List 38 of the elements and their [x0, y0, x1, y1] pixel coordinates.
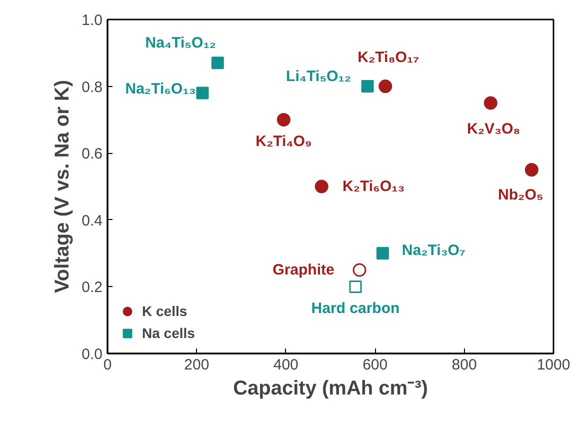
annotation: Graphite — [272, 262, 334, 278]
annotation: K₂Ti₆O₁₃ — [342, 178, 405, 195]
x-axis-title: Capacity (mAh cm⁻³) — [233, 378, 428, 400]
annotation: Li₄Ti₅O₁₂ — [286, 68, 351, 85]
y-tick-label: 0.2 — [82, 279, 103, 296]
annotation: Hard carbon — [311, 300, 400, 318]
point — [484, 96, 498, 110]
y-axis-title: Voltage (V vs. Na or K) — [52, 80, 74, 294]
x-tick-label: 1000 — [536, 356, 570, 374]
annotation: Na₂Ti₆O₁₃ — [125, 80, 196, 98]
point — [352, 263, 366, 277]
annotation: Na₄Ti₅O₁₂ — [145, 34, 216, 52]
y-tick-label: 1.0 — [82, 12, 103, 29]
point — [376, 247, 389, 260]
x-tick-label: 800 — [452, 356, 477, 374]
x-tick-label: 200 — [184, 356, 210, 374]
x-tick-label: 400 — [273, 356, 298, 374]
annotation: K₂V₃O₈ — [467, 120, 520, 138]
point — [276, 112, 290, 126]
legend-label: Na cells — [142, 325, 195, 341]
y-tick-label: 0.0 — [82, 346, 103, 363]
y-tick-label: 0.4 — [82, 212, 103, 230]
annotation: K₂Ti₄O₉ — [256, 133, 312, 150]
x-tick-label: 0 — [103, 356, 112, 374]
point — [524, 163, 538, 177]
legend-label: K cells — [142, 303, 188, 319]
annotation: Nb₂O₅ — [498, 186, 544, 204]
y-tick-label: 0.6 — [82, 146, 103, 163]
annotation: Na₂Ti₃O₇ — [402, 242, 466, 259]
y-tick-label: 0.8 — [82, 78, 103, 96]
annotation: K₂Ti₈O₁₇ — [358, 48, 420, 66]
point — [314, 180, 328, 194]
point — [211, 56, 224, 70]
point — [361, 80, 374, 93]
point — [378, 80, 392, 94]
x-tick-label: 600 — [362, 356, 388, 374]
point — [196, 86, 209, 100]
point — [349, 280, 362, 293]
